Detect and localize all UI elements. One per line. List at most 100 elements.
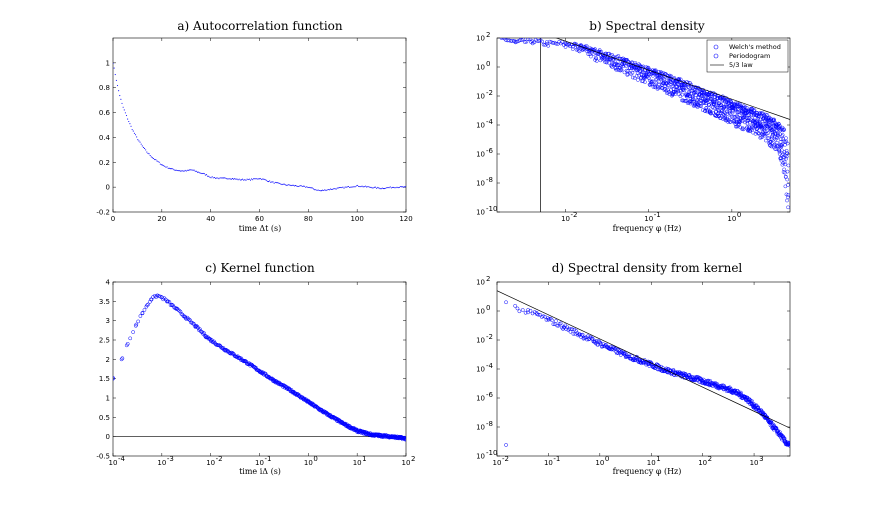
panel-b-ytick-exponent: -4 [486,118,494,126]
panel-d-data-point [554,319,558,323]
panel-a-data-point [370,186,372,188]
panel-b-periodogram-point [633,61,638,65]
panel-b-periodogram-point [641,66,645,70]
panel-c-xtick-exponent: -1 [265,455,272,463]
panel-b-periodogram-point [775,141,780,145]
panel-b-periodogram-point [647,76,651,80]
panel-d-data-point [626,354,630,359]
panel-b-legend: Welch's method Periodogram 5/3 law [706,39,789,73]
panel-a-data-point [130,125,132,127]
panel-c-data-point [203,335,208,339]
panel-d-ytick-label: 10 [476,337,485,345]
panel-b-periodogram-point [773,137,778,142]
panel-d-data-point [750,399,755,404]
panel-a-data-point [116,84,119,87]
panel-b-periodogram-point [737,122,742,126]
panel-a-data-point [224,177,226,179]
panel-c-data-point [222,348,227,352]
panel-d-data-point [786,442,790,447]
panel-a-data-point [134,134,137,136]
panel-a-data-point [237,179,239,181]
panel-b-periodogram-point [735,109,740,114]
panel-a-data-point [231,178,234,180]
panel-b-periodogram-point [639,72,644,77]
panel-c-data-point [231,351,236,356]
panel-b-periodogram-point [629,62,633,66]
panel-a-data-point [243,179,245,181]
panel-b-periodogram-point [772,117,776,122]
panel-a-data-point [257,178,259,180]
panel-a-data-point [390,187,392,189]
panel-b-periodogram-point [772,142,777,147]
panel-b-periodogram-point [667,89,671,94]
legend-box [706,39,789,73]
panel-b-53-law-line [555,38,790,120]
panel-a-data-point [207,175,209,177]
panel-b-periodogram-point [764,129,769,133]
panel-b-periodogram-point [779,142,783,147]
panel-a-data-point [156,160,158,162]
panel-b-periodogram-point [639,72,644,76]
panel-d-data-point [786,440,790,445]
panel-a-data-point [208,175,210,177]
panel-a-data-point [239,179,241,181]
panel-a-data-point [386,187,388,189]
panel-b-periodogram-point [717,95,722,100]
panel-b-periodogram-point [734,106,738,111]
panel-c-ytick-label: 2.5 [99,337,110,345]
panel-b-periodogram-point [666,83,671,88]
panel-a-data-point [381,187,383,189]
panel-b-periodogram-point [574,47,579,52]
panel-a-data-point [282,183,284,185]
panel-a-data-point [302,185,305,187]
panel-b-periodogram-point [663,71,668,76]
panel-a-data-point [233,178,235,180]
panel-a-data-point [346,186,348,188]
panel-b-periodogram-point [748,117,753,122]
panel-a-data-point [138,140,140,142]
panel-a-data-point [336,187,338,189]
panel-a-data-point [150,156,152,158]
panel-b-periodogram-point [730,115,734,119]
panel-b-ytick-exponent: -6 [486,147,494,155]
panel-b-periodogram-point [613,62,617,66]
panel-a-autocorrelation: a) Autocorrelation function 0 20 40 60 80 100… [96,19,412,233]
panel-a-data-point [124,112,126,114]
panel-a-data-point [308,186,310,188]
panel-b-periodogram-point [745,106,749,110]
panel-a-data-point [256,178,258,180]
panel-d-ytick-exponent: 0 [486,304,490,312]
panel-a-data-point [258,178,261,180]
panel-c-data-point [198,327,202,332]
panel-b-data-point [541,42,546,47]
panel-b-periodogram-point [706,102,711,107]
panel-d-ytick-exponent: -2 [486,333,493,341]
panel-d-data-point [715,382,720,387]
panel-a-data-point [236,178,238,180]
panel-d-data-point [526,310,530,315]
panel-a-ytick-label: 0.2 [99,159,110,167]
panel-a-data-point [391,186,394,188]
panel-d-data-point [504,300,508,305]
panel-b-periodogram-point [780,133,785,137]
panel-b-periodogram-point [742,115,747,120]
panel-a-data-point [373,186,375,188]
panel-a-data-point [253,178,255,180]
panel-b-data-point [545,41,549,46]
panel-d-ytick-label: 10 [476,366,485,374]
panel-d-data-point [568,329,573,334]
panel-a-data-point [168,167,170,169]
panel-a-data-point [405,186,406,188]
panel-c-data-point [403,436,406,440]
panel-a-data-point [337,187,339,189]
panel-b-periodogram-point [784,139,789,144]
panel-a-data-point [121,102,123,104]
panel-b-periodogram-point [591,52,596,56]
panel-d-data-point [523,310,528,315]
panel-d-data-point [526,308,530,312]
panel-a-data-point [377,186,379,189]
panel-a-data-point [216,177,218,179]
panel-a-data-point [293,185,295,187]
panel-a-data-point [326,189,328,191]
